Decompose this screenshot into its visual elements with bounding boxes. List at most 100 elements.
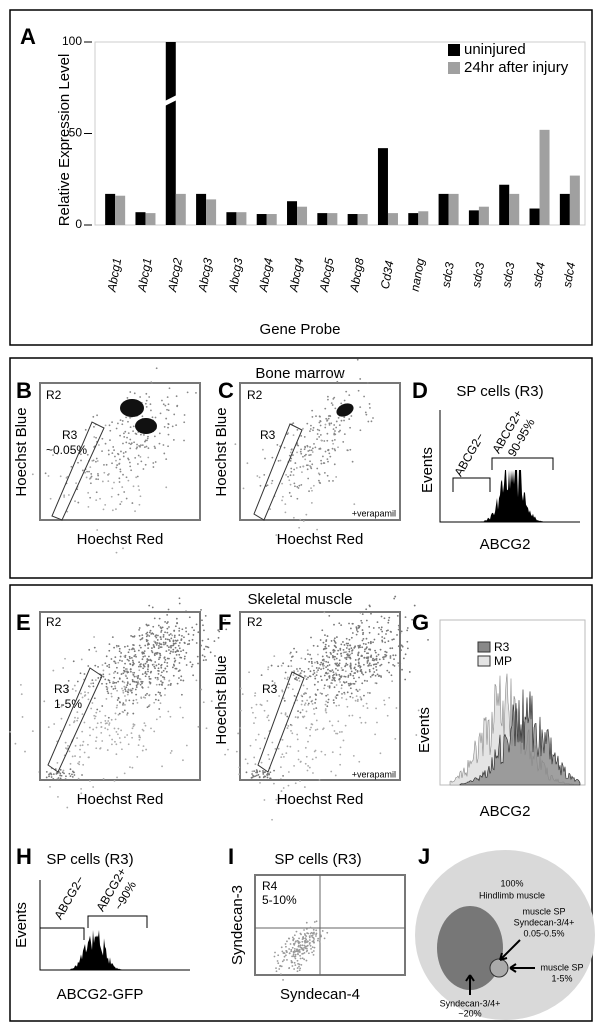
bar [387,213,398,225]
dot [124,430,127,433]
dot [158,670,160,672]
dot [343,416,346,419]
dot [129,688,132,691]
dot [365,413,368,416]
dot [100,731,103,734]
dot [122,547,124,550]
dot [205,645,207,648]
dot [332,655,335,658]
dot [286,715,289,718]
dot [203,655,206,658]
venn-label: 0.05-0.5% [523,928,564,938]
dot [317,479,320,482]
dot [348,394,351,396]
y-tick-label: 50 [69,126,83,140]
dot [383,703,386,706]
dot [316,428,319,431]
dot [364,643,367,646]
dot [313,442,315,445]
dot [158,683,161,686]
x-axis-title: ABCG2 [480,803,531,820]
dot [80,692,82,695]
x-axis-title: ABCG2-GFP [57,986,144,1003]
dot [279,459,282,462]
bracket [39,915,148,940]
dot [97,478,100,481]
dot [391,647,394,650]
dot [334,667,337,670]
dot [382,658,385,661]
dot [107,692,110,695]
dot [183,657,186,660]
dot [333,424,336,426]
dot [169,645,172,647]
dot [326,931,329,934]
dot [192,634,195,636]
dot [322,641,325,644]
dot [132,425,135,428]
dot [146,660,148,663]
x-tick-label: Abcg5 [317,257,337,294]
dot [154,661,157,663]
dot [317,472,320,475]
dot [129,416,131,419]
dot [315,929,318,932]
dot [60,717,63,720]
dot [346,653,349,656]
dot [316,438,318,440]
dot [162,676,164,678]
decoration [205,595,429,821]
dot [102,669,105,672]
dot [120,500,123,503]
dot [70,465,73,468]
dot [323,687,325,690]
dot [367,641,370,644]
dot [89,779,91,782]
dot [296,939,299,942]
dot [170,750,173,752]
dot [47,475,50,477]
dot [81,696,84,699]
dot [293,968,296,970]
dot [168,679,170,682]
bar [509,193,520,225]
dot [101,437,104,440]
dot [406,627,409,629]
dot [356,670,359,673]
dot [144,644,147,647]
dot [318,435,321,438]
dot [376,621,379,624]
dot [299,450,302,453]
dot [87,743,89,746]
dot [158,656,161,659]
dot [188,643,191,645]
dot [129,663,132,665]
dot [155,718,158,721]
dot [59,768,62,771]
dot [309,734,311,737]
dot [101,682,103,685]
dot [343,399,346,402]
dot [178,597,181,600]
dot [293,482,296,485]
dot [308,696,311,699]
dot [147,663,150,666]
dot [324,703,327,706]
dot [126,397,129,399]
dot [146,668,149,671]
dot [350,627,352,630]
dot [314,675,316,678]
dot [73,774,76,776]
dot [20,693,23,696]
dot [129,443,132,446]
dot [393,658,395,661]
dot [359,611,362,614]
dot [138,503,141,506]
dot [259,484,262,487]
dot [324,407,327,410]
dot [123,681,126,684]
dot [147,655,150,658]
dot [111,738,114,741]
dot [227,748,229,751]
dot [80,658,83,661]
